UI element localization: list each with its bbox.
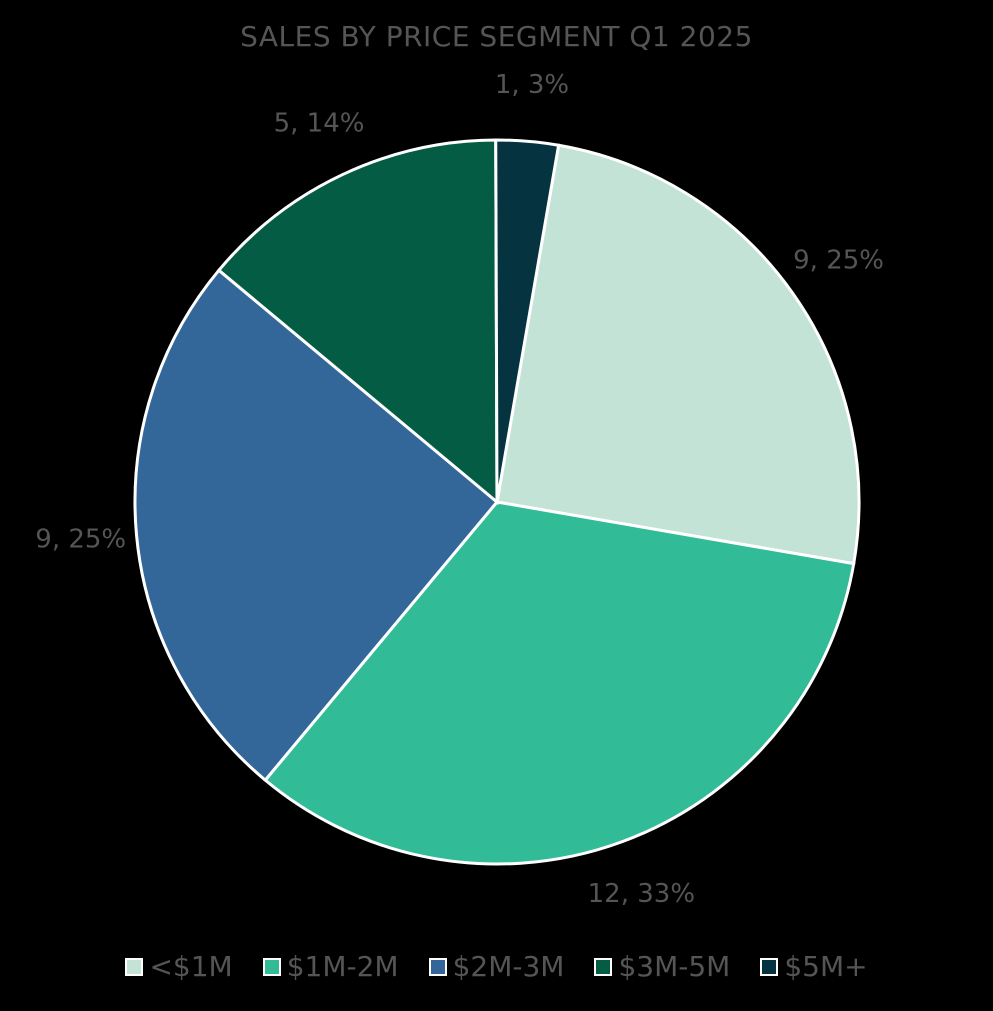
chart-legend: <$1M $1M-2M $2M-3M $3M-5M $5M+ (0, 950, 993, 983)
legend-item-3m-5m: $3M-5M (594, 950, 730, 983)
legend-swatch (428, 957, 447, 976)
legend-label: $3M-5M (618, 950, 731, 983)
legend-item-under-1m: <$1M (125, 950, 233, 983)
legend-label: <$1M (149, 950, 233, 983)
pie-slice-1m (495, 143, 861, 566)
legend-item-1m-2m: $1M-2M (262, 950, 399, 983)
legend-swatch (125, 957, 144, 976)
legend-label: $2M-3M (452, 950, 565, 983)
pie-slice-1m-2m (263, 500, 856, 866)
data-label-2m-3m: 9, 25% (35, 524, 126, 554)
pie-slice-2m-3m (133, 268, 500, 783)
chart-title: SALES BY PRICE SEGMENT Q1 2025 (240, 20, 753, 53)
legend-swatch (262, 957, 281, 976)
pie-slice-3m-5m (216, 138, 499, 506)
pie-slice-5m (494, 138, 561, 503)
legend-item-5m-plus: $5M+ (760, 950, 868, 983)
data-label-1m: 9, 25% (793, 246, 884, 276)
legend-label: $1M-2M (286, 950, 399, 983)
data-label-3m-5m: 5, 14% (274, 108, 365, 138)
legend-item-2m-3m: $2M-3M (428, 950, 565, 983)
legend-swatch (760, 957, 779, 976)
legend-label: $5M+ (784, 950, 868, 983)
data-label-5m: 1, 3% (495, 70, 569, 100)
legend-swatch (594, 957, 613, 976)
data-label-1m-2m: 12, 33% (588, 879, 695, 909)
